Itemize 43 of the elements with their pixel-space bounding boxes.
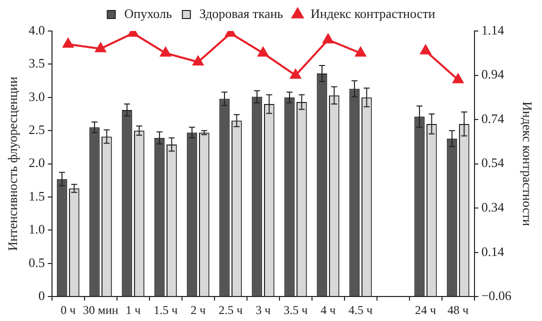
x-tick-label: 4.5 ч [348, 302, 373, 317]
y2-tick-label: 0.94 [481, 66, 505, 82]
y-tick-label: 1.0 [28, 222, 45, 237]
x-tick-label: 2.5 ч [218, 302, 243, 317]
x-tick-label: 30 мин [82, 302, 119, 317]
y2-tick-label: 1.14 [481, 22, 505, 38]
point [355, 47, 366, 57]
y-tick-label: 0 [38, 288, 45, 304]
y-tick-label: 2.0 [28, 155, 45, 170]
y2-tick-label: 0.34 [481, 199, 505, 214]
x-tick-label: 2 ч [190, 302, 206, 317]
point [420, 44, 431, 54]
point [62, 38, 74, 48]
legend-label: Индекс контрастности [310, 6, 436, 21]
y2-tick-label: 0.54 [481, 155, 505, 170]
legend-label: Здоровая ткань [199, 6, 284, 21]
point [258, 47, 268, 57]
x-tick-label: 4 ч [320, 302, 336, 317]
x-tick-label: 3.5 ч [284, 302, 308, 317]
y-axis-title: Интенсивность флуоресценции [5, 76, 20, 251]
x-tick-label: 1 ч [126, 302, 141, 317]
x-tick-label: 3 ч [256, 302, 271, 317]
y2-tick-label: 0.74 [481, 110, 505, 126]
legend-label: Опухоль [124, 6, 172, 21]
y2-axis-title: Индекс контрастности [520, 101, 535, 226]
point [322, 34, 334, 44]
y-tick-label: 4.0 [28, 22, 45, 38]
y2-tick-label: 0.14 [481, 244, 505, 259]
x-tick-label: 0 ч [60, 302, 76, 317]
point [452, 74, 464, 84]
point [95, 42, 106, 52]
y2-tick-label: −0.06 [481, 288, 512, 304]
point [290, 69, 301, 79]
y-tick-label: 0.5 [28, 254, 45, 270]
x-tick-label: 24 ч [415, 302, 436, 317]
point [160, 47, 171, 57]
y-tick-label: 2.5 [28, 122, 45, 138]
x-tick-label: 48 ч [448, 302, 469, 317]
y-tick-label: 3.0 [28, 88, 45, 104]
y-tick-label: 1.5 [28, 188, 45, 204]
y-tick-label: 3.5 [28, 56, 45, 71]
point [192, 56, 204, 66]
x-tick-label: 1.5 ч [154, 302, 178, 317]
